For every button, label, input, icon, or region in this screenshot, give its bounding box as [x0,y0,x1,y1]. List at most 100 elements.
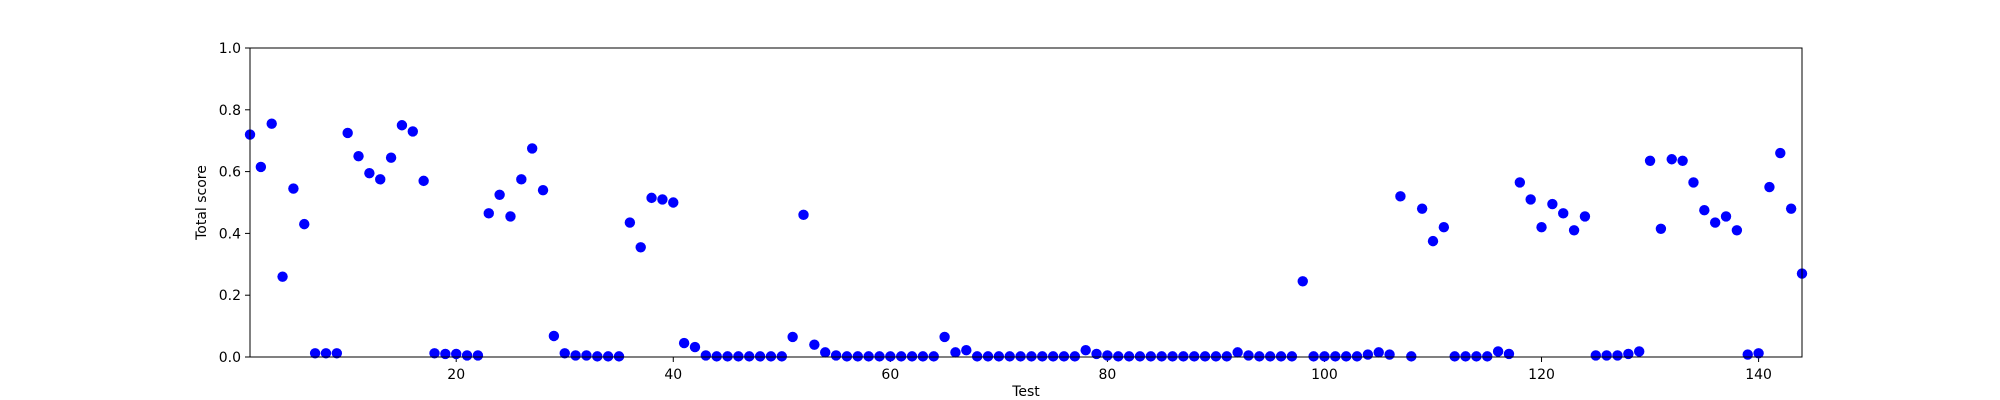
data-point [396,120,408,131]
data-point [885,351,896,362]
data-point [309,348,321,359]
data-point [1167,351,1178,362]
data-point [385,152,397,163]
data-point [874,351,885,362]
data-point [1189,351,1200,362]
data-point [1037,351,1048,362]
data-point [1601,350,1612,361]
y-tick-label: 0.4 [219,226,241,242]
data-point [1297,276,1308,287]
data-point [548,330,560,342]
data-point [1764,181,1775,193]
data-point [689,341,701,353]
data-point [1449,351,1460,362]
data-point [1731,225,1743,236]
y-tick-label: 0.2 [219,288,241,304]
data-point [407,126,418,137]
data-point [1058,351,1070,362]
data-point [1590,350,1601,361]
data-point [1644,155,1656,166]
data-point [1438,222,1450,233]
data-point [1623,348,1634,360]
data-point [961,345,972,356]
data-point [1785,203,1797,214]
data-point [1612,350,1623,361]
x-tick-label: 100 [1311,367,1338,383]
x-tick-label: 20 [447,367,465,383]
data-point [1634,346,1645,357]
data-point [841,351,853,362]
data-point [1286,351,1298,362]
data-point [830,350,842,361]
data-point [1210,351,1222,362]
data-point [342,127,353,139]
data-point [1558,208,1569,219]
ticks: 20 40 60 80 100 120 140 0.0 0.2 0.4 0.6 0.8 1.0 [219,41,1772,383]
x-tick-label: 120 [1528,367,1555,383]
data-point [451,348,462,360]
y-tick-label: 1.0 [219,41,241,57]
data-point [1308,351,1319,362]
data-point [1026,351,1037,362]
x-axis-label: Test [1011,384,1040,400]
data-point [440,348,451,360]
data-point [646,192,657,204]
data-point [581,350,592,361]
data-point [277,271,288,282]
data-point [1178,351,1189,362]
data-point [1373,347,1384,358]
data-point [1753,348,1764,359]
data-point [1427,235,1439,247]
data-point [906,351,918,362]
data-point [744,351,755,362]
data-point [635,242,646,253]
data-point [613,351,625,362]
data-point [1677,155,1688,166]
data-point [1145,351,1157,362]
data-point [1688,177,1699,188]
data-point [1568,225,1580,236]
axes-frame [249,47,1803,358]
data-point [1102,350,1113,361]
data-point [765,351,777,362]
data-point [364,167,375,179]
data-point [700,350,712,361]
y-tick-label: 0.8 [219,103,241,119]
data-point [1514,177,1526,188]
data-point [505,211,516,222]
data-point [733,351,744,362]
data-point [592,351,603,362]
data-point [429,348,440,359]
data-point [288,183,299,194]
data-point [820,347,831,358]
data-point [375,174,386,185]
data-point [1134,351,1146,362]
data-point [1123,351,1135,362]
data-point [1460,351,1471,362]
data-point [1340,351,1352,362]
data-point [1004,351,1015,362]
data-point [1015,351,1026,362]
data-point [320,348,332,359]
data-point [1525,194,1536,205]
x-tick-label: 140 [1745,367,1772,383]
data-point [982,351,994,362]
data-point [526,143,538,154]
data-point [895,351,907,362]
data-point [1243,350,1254,361]
data-point [1720,211,1732,222]
x-tick-label: 60 [881,367,899,383]
data-point [483,208,494,219]
data-point [1775,147,1786,159]
data-point [1416,203,1428,214]
data-point [1666,154,1677,165]
data-point [1395,191,1406,202]
data-point [472,350,484,361]
data-point [1536,222,1547,233]
data-point [993,351,1005,362]
data-point [1319,351,1330,362]
data-point [1199,351,1211,362]
data-point [1384,349,1395,360]
data-point [1699,205,1710,216]
